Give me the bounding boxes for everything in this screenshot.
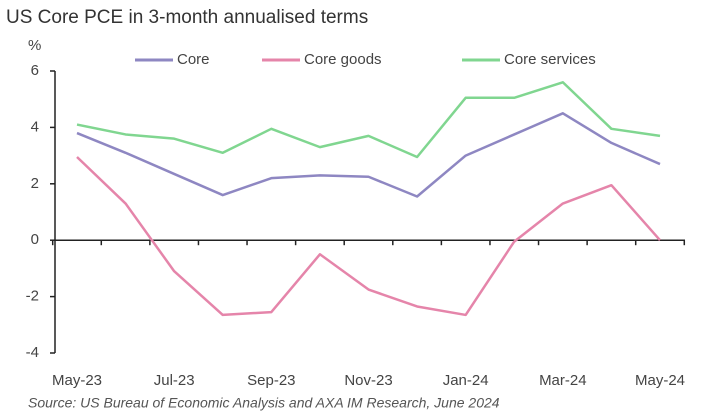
series-line <box>76 81 661 159</box>
y-tick-label: -2 <box>26 288 39 305</box>
y-tick-label: 0 <box>31 231 39 248</box>
source: Source: US Bureau of Economic Analysis a… <box>28 395 500 411</box>
y-axis-label: % <box>28 37 41 54</box>
series-line <box>76 156 661 317</box>
x-tick-label: Jul-23 <box>154 372 195 389</box>
legend-label: Core <box>177 51 210 68</box>
y-tick-label: 2 <box>31 175 39 192</box>
x-tick-label: Nov-23 <box>344 372 392 389</box>
legend-label: Core goods <box>304 51 382 68</box>
x-tick-label: Sep-23 <box>247 372 295 389</box>
chart-title: US Core PCE in 3-month annualised terms <box>6 7 368 28</box>
x-tick-label: May-23 <box>52 372 102 389</box>
x-tick-label: Mar-24 <box>539 372 587 389</box>
x-tick-label: May-24 <box>635 372 685 389</box>
y-tick-label: 4 <box>31 118 39 135</box>
series-line <box>76 112 661 198</box>
legend-label: Core services <box>504 51 596 68</box>
x-tick-label: Jan-24 <box>443 372 489 389</box>
y-tick-label: -4 <box>26 344 39 361</box>
y-tick-label: 6 <box>31 62 39 79</box>
